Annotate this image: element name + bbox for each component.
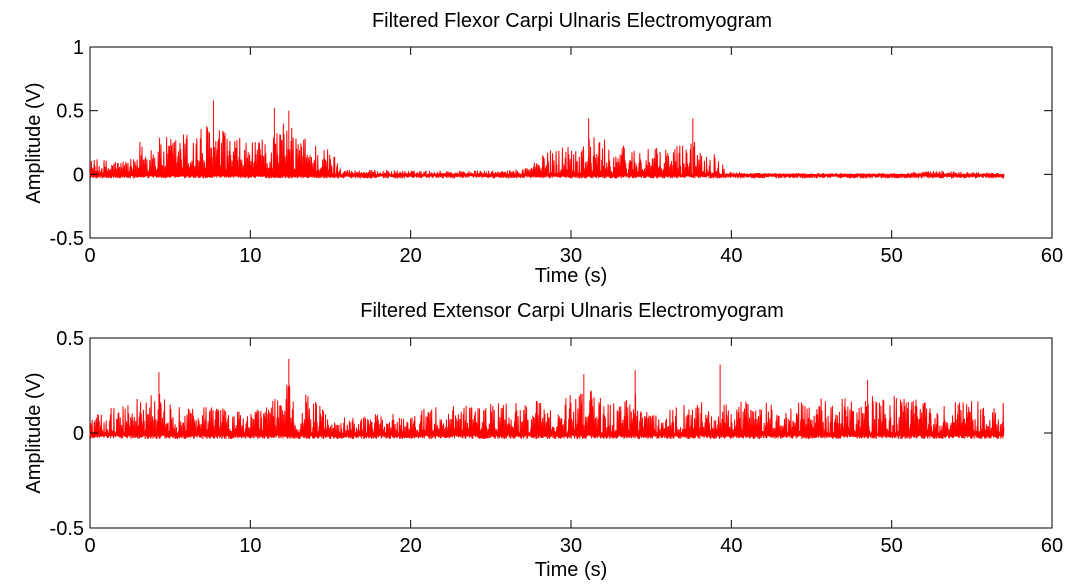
extensor-x-tick-label: 0 <box>84 535 95 557</box>
flexor-x-tick-label: 10 <box>239 245 261 267</box>
extensor-x-tick-label: 40 <box>720 535 742 557</box>
extensor-x-tick-label: 20 <box>400 535 422 557</box>
flexor-y-tick-label: 0.5 <box>56 101 84 123</box>
flexor-y-ticks: 1 0.5 0 -0.5 <box>50 37 1052 250</box>
extensor-x-ticks: 0 10 20 30 40 50 60 <box>84 338 1063 557</box>
flexor-signal-line <box>89 123 1005 179</box>
flexor-plot-area <box>89 46 1053 239</box>
extensor-x-tick-label: 30 <box>560 535 582 557</box>
flexor-x-tick-label: 0 <box>84 245 95 267</box>
flexor-y-tick-label: -0.5 <box>50 228 84 250</box>
flexor-x-axis-label: Time (s) <box>535 265 608 287</box>
extensor-x-tick-label: 10 <box>239 535 261 557</box>
extensor-chart-title: Filtered Extensor Carpi Ulnaris Electrom… <box>360 300 783 322</box>
flexor-emg-panel: Filtered Flexor Carpi Ulnaris Electromyo… <box>23 10 1063 287</box>
flexor-x-tick-label: 50 <box>881 245 903 267</box>
flexor-x-tick-label: 40 <box>720 245 742 267</box>
flexor-x-ticks: 0 10 20 30 40 50 60 <box>84 47 1063 267</box>
extensor-y-ticks: 0.5 0 -0.5 <box>50 328 1052 540</box>
extensor-y-axis-label: Amplitude (V) <box>23 372 45 493</box>
extensor-y-tick-label: 0.5 <box>56 328 84 350</box>
flexor-x-tick-label: 30 <box>560 245 582 267</box>
extensor-x-axis-label: Time (s) <box>535 559 608 581</box>
flexor-y-tick-label: 0 <box>73 164 84 186</box>
extensor-signal-layer <box>89 358 1005 440</box>
flexor-signal-layer <box>89 100 1005 179</box>
extensor-y-tick-label: 0 <box>73 423 84 445</box>
flexor-y-tick-label: 1 <box>73 37 84 59</box>
flexor-y-axis-label: Amplitude (V) <box>23 82 45 203</box>
extensor-x-tick-label: 60 <box>1041 535 1063 557</box>
extensor-x-tick-label: 50 <box>881 535 903 557</box>
flexor-x-tick-label: 60 <box>1041 245 1063 267</box>
extensor-signal-line <box>89 384 1005 440</box>
extensor-emg-panel: Filtered Extensor Carpi Ulnaris Electrom… <box>23 300 1063 581</box>
flexor-x-tick-label: 20 <box>400 245 422 267</box>
extensor-y-tick-label: -0.5 <box>50 518 84 540</box>
flexor-chart-title: Filtered Flexor Carpi Ulnaris Electromyo… <box>372 10 772 32</box>
